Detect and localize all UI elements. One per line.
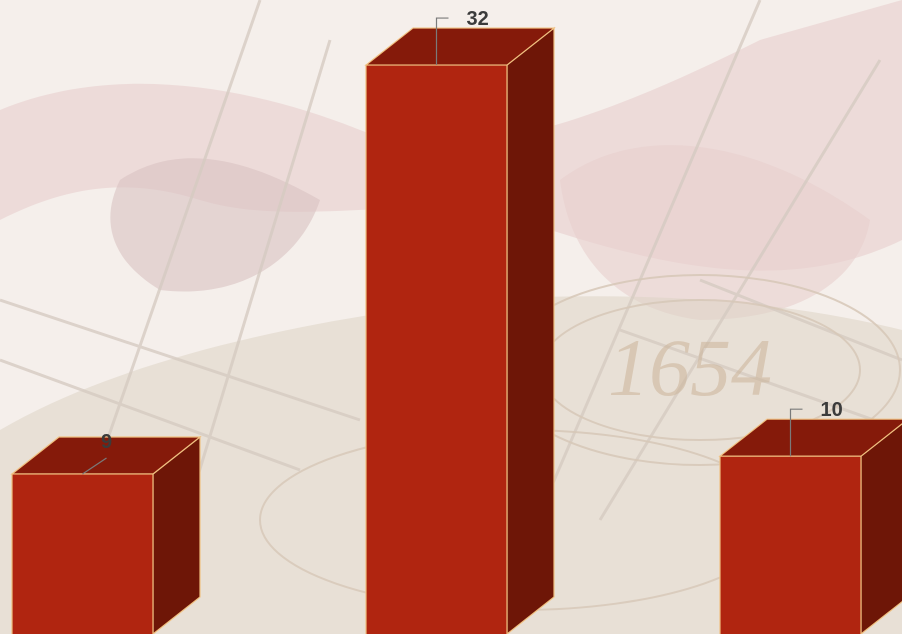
data-label: 32 — [467, 8, 489, 30]
bar-2 — [364, 26, 556, 634]
bar-front-face — [11, 473, 154, 634]
data-labels: 9 32 10 — [82, 8, 843, 475]
bar-3 — [718, 418, 902, 634]
data-label-leader-line — [82, 457, 107, 475]
background-year-text: 1654 — [608, 322, 772, 413]
bar-side-face — [506, 26, 555, 634]
data-label-leader-line — [435, 17, 449, 66]
bar-front-face — [365, 64, 508, 634]
data-label: 10 — [821, 399, 843, 421]
bar-series — [10, 26, 902, 634]
bar-front-face — [719, 455, 862, 634]
data-label-leader-line — [789, 408, 803, 457]
bar-1 — [10, 435, 202, 634]
data-label: 9 — [101, 431, 112, 453]
